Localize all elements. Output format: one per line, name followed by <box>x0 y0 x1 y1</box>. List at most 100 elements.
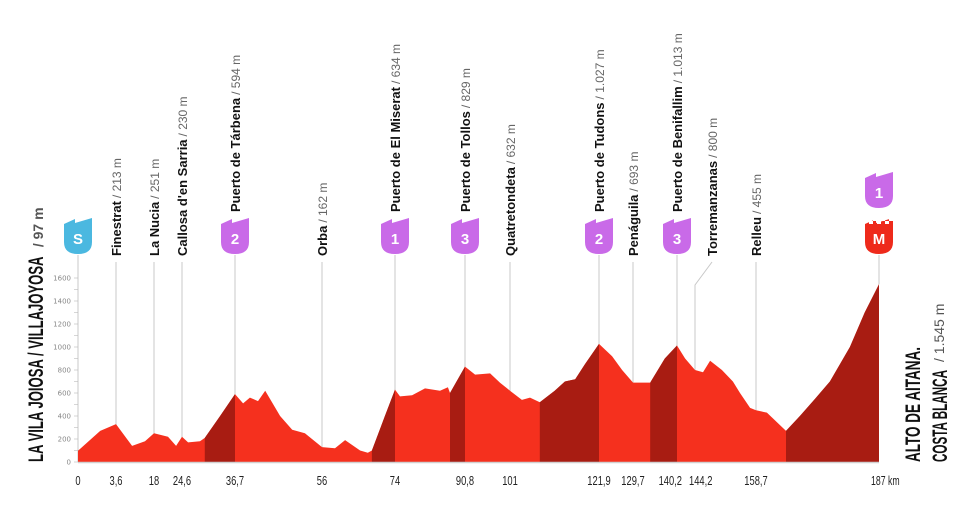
x-tick-label: 56 <box>317 473 327 488</box>
waypoint-name: La Nucia <box>147 201 162 256</box>
kom-badge-shape <box>381 218 409 254</box>
y-tick-label: 800 <box>58 367 71 375</box>
waypoint-label: Penáguila / 693 m <box>626 152 641 256</box>
waypoint-label: La Nucia / 251 m <box>147 159 162 256</box>
kom-badge-label: 3 <box>673 231 681 248</box>
elevation-profile <box>78 284 879 464</box>
y-tick-label: 600 <box>58 390 71 398</box>
checkered-flag-square <box>865 218 869 221</box>
x-axis: 0 3,6 18 24,6 36,7 56 74 90,8 101 121,9 129,7 140,2… <box>75 473 899 488</box>
climb-segment <box>204 394 235 462</box>
kom-badge-label: 1 <box>391 231 399 248</box>
checkered-flag-square <box>873 218 877 221</box>
kom-badge-shape <box>451 218 479 254</box>
start-badge-shape <box>64 218 92 254</box>
waypoint-label: Finestrat / 213 m <box>109 158 124 256</box>
finish-altitude: / 1.545 m <box>931 304 947 362</box>
x-tick-label: 3,6 <box>110 473 123 488</box>
waypoint-name: Puerto de Tollos <box>458 111 473 212</box>
x-tick-label: 90,8 <box>456 473 474 488</box>
waypoint-altitude: / 1.013 m <box>671 33 685 83</box>
x-tick-label: 140,2 <box>659 473 682 488</box>
x-tick-label: 36,7 <box>226 473 244 488</box>
waypoint-name: Finestrat <box>109 200 124 256</box>
climb-segment <box>650 345 678 462</box>
y-tick-label: 200 <box>58 436 71 444</box>
checkered-flag-square <box>889 218 893 221</box>
waypoint-altitude: / 162 m <box>316 183 330 223</box>
y-tick-label: 400 <box>58 413 71 421</box>
finish-kom-badge: 1 <box>865 172 893 208</box>
waypoint-name: Puerto de Tudons <box>592 102 607 212</box>
waypoint-label: Orba / 162 m <box>315 183 330 256</box>
x-tick-label: 144,2 <box>689 473 712 488</box>
waypoint-label: Quatretondeta / 632 m <box>503 124 518 256</box>
start-altitude: / 97 m <box>30 207 46 247</box>
kom-badge: 3 <box>451 218 479 254</box>
climb-segment <box>450 366 465 462</box>
waypoint-altitude: / 1.027 m <box>593 49 607 99</box>
waypoint-name: Torremanzanas <box>705 161 720 256</box>
x-tick-label: 101 <box>502 473 518 488</box>
climb-segment <box>371 389 395 462</box>
kom-badge-label: 2 <box>595 231 603 248</box>
finish-badge: M <box>865 218 893 254</box>
waypoint-name: Puerto de Benifallim <box>670 86 685 212</box>
waypoint-label: Relleu / 455 m <box>749 174 764 256</box>
x-tick-label: 121,9 <box>587 473 610 488</box>
start-badge-label: S <box>73 231 83 248</box>
y-tick-label: 1200 <box>53 321 71 329</box>
x-tick-label: 18 <box>149 473 159 488</box>
kom-badge-shape <box>585 218 613 254</box>
x-tick-label: 74 <box>390 473 400 488</box>
waypoint-label: Puerto de Tárbena / 594 m <box>228 55 243 212</box>
waypoint-label: Puerto de Benifallim / 1.013 m <box>670 33 685 212</box>
finish-badge-label: M <box>873 231 886 248</box>
finish-kom-badge-shape <box>865 172 893 208</box>
waypoint-altitude: / 230 m <box>176 96 190 136</box>
waypoint-label: Puerto de Tudons / 1.027 m <box>592 49 607 212</box>
waypoint-label: Torremanzanas / 800 m <box>705 118 720 256</box>
kom-badge: 3 <box>663 218 691 254</box>
checkered-flag-square <box>885 221 889 224</box>
waypoint-name: Orba <box>315 225 330 256</box>
waypoint-label: Puerto de Tollos / 829 m <box>458 68 473 212</box>
climb-segment <box>539 343 599 462</box>
waypoint-altitude: / 455 m <box>750 174 764 214</box>
badges: 2 1 3 2 3 S 1 M <box>64 172 893 254</box>
y-axis: 0 200 400 600 800 1000 1200 1400 1600 <box>53 275 78 467</box>
waypoint-altitude: / 251 m <box>148 159 162 199</box>
kom-badge-shape <box>221 218 249 254</box>
waypoint-altitude: / 632 m <box>504 124 518 164</box>
kom-badge: 2 <box>585 218 613 254</box>
waypoint-name: Relleu <box>749 217 764 256</box>
profile-area <box>78 284 879 462</box>
y-tick-label: 1400 <box>53 298 71 306</box>
y-tick-label: 0 <box>67 459 71 467</box>
waypoint-name: Penáguila <box>626 194 641 256</box>
waypoint-altitude: / 634 m <box>389 44 403 84</box>
waypoint-altitude: / 829 m <box>459 68 473 108</box>
waypoint-altitude: / 800 m <box>706 118 720 158</box>
start-town-name: LA VILA JOIOSA / VILLAJOYOSA <box>25 257 48 462</box>
waypoint-altitude: / 594 m <box>229 55 243 95</box>
waypoint-name: Quatretondeta <box>503 166 518 256</box>
finish-name-line2: COSTA BLANCA <box>929 370 952 462</box>
climb-segment <box>785 284 879 462</box>
waypoint-labels: Finestrat / 213 m La Nucia / 251 m Callosa d… <box>109 33 764 256</box>
kom-badge-label: 2 <box>231 231 239 248</box>
start-town: LA VILA JOIOSA / VILLAJOYOSA / 97 m <box>25 207 48 462</box>
x-tick-label: 0 <box>75 473 80 488</box>
start-badge: S <box>64 218 92 254</box>
x-tick-label: 158,7 <box>744 473 767 488</box>
y-tick-label: 1000 <box>53 344 71 352</box>
waypoint-label: Puerto de El Miserat / 634 m <box>388 44 403 212</box>
start-finish-titles: LA VILA JOIOSA / VILLAJOYOSA / 97 m ALTO… <box>25 207 952 462</box>
waypoint-name: Callosa d'en Sarria <box>175 139 190 256</box>
waypoint-altitude: / 213 m <box>110 158 124 198</box>
finish-kom-badge-label: 1 <box>875 185 883 202</box>
x-tick-label: 24,6 <box>173 473 191 488</box>
checkered-flag-square <box>881 218 885 221</box>
checkered-flag-square <box>877 221 881 224</box>
